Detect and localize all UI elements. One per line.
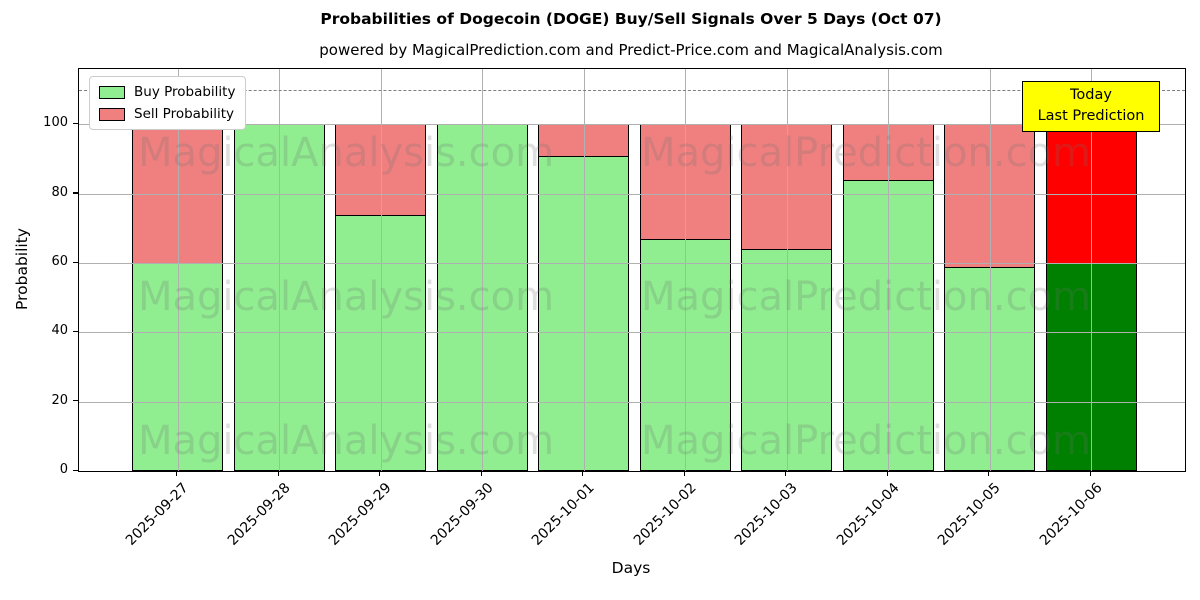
legend: Buy Probability Sell Probability [89, 76, 247, 130]
x-tick-label: 2025-10-03 [731, 480, 801, 549]
legend-item-buy: Buy Probability [99, 84, 235, 100]
y-tick-label: 80 [51, 184, 68, 200]
x-tick-label: 2025-10-02 [630, 480, 700, 549]
h-gridline [79, 193, 1185, 195]
v-gridline [380, 69, 382, 471]
v-gridline [989, 69, 991, 471]
chart-title: Probabilities of Dogecoin (DOGE) Buy/Sel… [320, 10, 942, 28]
y-axis-label: Probability [13, 228, 31, 310]
v-gridline [279, 69, 280, 471]
legend-label-sell: Sell Probability [134, 106, 235, 122]
h-gridline [79, 124, 1185, 126]
x-tick-label: 2025-10-05 [934, 480, 1004, 549]
v-gridline [786, 69, 788, 471]
x-tick-label: 2025-10-01 [528, 480, 598, 549]
x-tick-label: 2025-10-04 [833, 480, 903, 549]
x-tick-label: 2025-09-27 [122, 480, 192, 549]
today-annotation-line1: Today [1070, 87, 1112, 103]
v-gridline [177, 69, 179, 471]
h-gridline [79, 401, 1185, 403]
v-gridline [583, 69, 585, 471]
x-axis-label: Days [611, 559, 651, 577]
y-tick-label: 0 [59, 462, 68, 477]
legend-label-buy: Buy Probability [134, 84, 236, 100]
today-annotation-line2: Last Prediction [1037, 108, 1145, 125]
y-tick-label: 20 [51, 392, 68, 408]
v-gridline [685, 69, 686, 471]
v-gridline [482, 69, 483, 471]
legend-swatch-buy [99, 85, 125, 99]
plot-area: MagicalAnalysis.com MagicalPrediction.co… [78, 68, 1186, 472]
v-gridline [1091, 69, 1092, 471]
y-tick-label: 60 [51, 254, 68, 270]
h-gridline [79, 263, 1185, 265]
chart-subtitle: powered by MagicalPrediction.com and Pre… [319, 41, 943, 59]
x-tick-label: 2025-09-29 [325, 480, 395, 549]
h-gridline [79, 332, 1185, 334]
x-tick-label: 2025-09-28 [224, 480, 294, 549]
x-tick-label: 2025-10-06 [1036, 480, 1106, 549]
dashed-threshold-line [79, 89, 1185, 91]
legend-swatch-sell [99, 107, 125, 121]
x-tick-label: 2025-09-30 [427, 480, 497, 549]
y-tick-label: 40 [51, 323, 68, 339]
v-gridline [888, 69, 889, 471]
today-annotation: Today Last Prediction [1022, 81, 1160, 133]
y-tick-label: 100 [43, 115, 68, 131]
legend-item-sell: Sell Probability [99, 106, 235, 122]
